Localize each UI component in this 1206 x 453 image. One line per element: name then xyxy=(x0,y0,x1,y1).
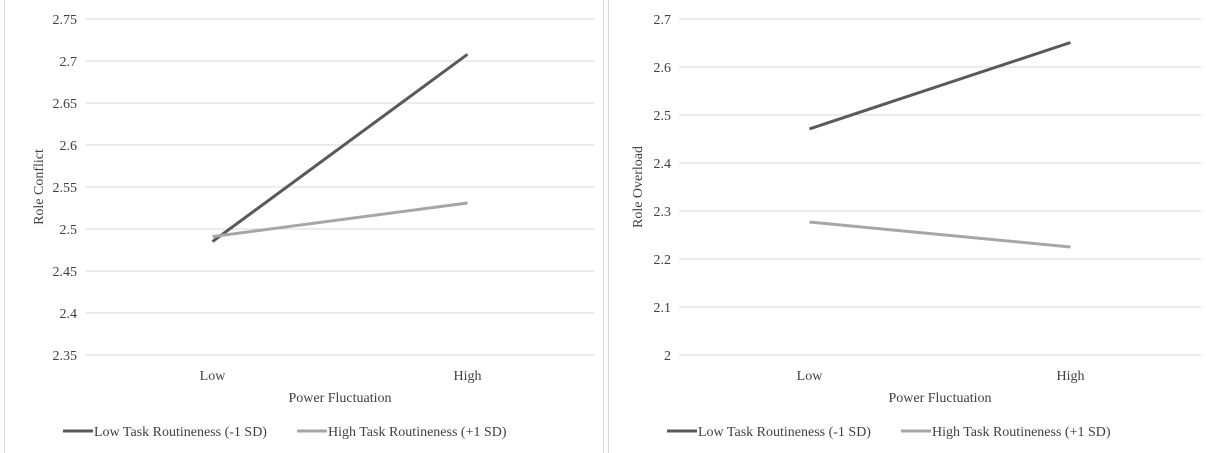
legend-label: Low Task Routineness (-1 SD) xyxy=(94,425,267,440)
series-line xyxy=(809,41,1071,131)
y-tick-label: 2.3 xyxy=(654,205,672,220)
x-tick-label: Low xyxy=(797,369,824,384)
legend-label: Low Task Routineness (-1 SD) xyxy=(698,425,871,440)
y-tick-label: 2.6 xyxy=(60,139,78,154)
y-tick-label: 2.5 xyxy=(654,109,672,124)
y-tick-label: 2.7 xyxy=(60,55,78,70)
series-line xyxy=(809,220,1071,249)
y-axis-title: Role Conflict xyxy=(32,149,47,225)
y-tick-label: 2.45 xyxy=(53,265,78,280)
series-line xyxy=(212,201,468,239)
chart-role-overload: 2 2.1 2.2 2.3 2.4 2.5 2.6 2.7 Low High Power Fluct… xyxy=(608,0,1206,453)
role-conflict-chart-svg: 2.35 2.4 2.45 2.5 2.55 2.6 2.65 2.7 2.75 Low High P… xyxy=(32,13,595,440)
y-tick-label: 2.4 xyxy=(60,307,78,322)
y-tick-label: 2.35 xyxy=(53,349,78,364)
x-tick-label: Low xyxy=(200,369,227,384)
series-line xyxy=(211,53,469,243)
y-tick-label: 2.6 xyxy=(654,61,672,76)
y-tick-label: 2.55 xyxy=(53,181,78,196)
y-tick-label: 2.75 xyxy=(53,13,78,28)
role-overload-chart-svg: 2 2.1 2.2 2.3 2.4 2.5 2.6 2.7 Low High Power Fluct… xyxy=(631,13,1201,440)
x-tick-label: High xyxy=(454,369,482,384)
legend-label: High Task Routineness (+1 SD) xyxy=(328,425,507,440)
chart-role-conflict: 2.35 2.4 2.45 2.5 2.55 2.6 2.65 2.7 2.75 Low High P… xyxy=(4,0,604,453)
y-tick-label: 2.2 xyxy=(654,253,672,268)
y-tick-label: 2.1 xyxy=(654,301,672,316)
x-tick-label: High xyxy=(1057,369,1085,384)
x-axis-title: Power Fluctuation xyxy=(288,391,391,406)
x-axis-title: Power Fluctuation xyxy=(888,391,991,406)
y-axis-title: Role Overload xyxy=(631,146,646,228)
legend-label: High Task Routineness (+1 SD) xyxy=(932,425,1111,440)
y-tick-label: 2.4 xyxy=(654,157,672,172)
y-tick-label: 2.7 xyxy=(654,13,672,28)
y-tick-label: 2 xyxy=(664,349,671,364)
y-tick-label: 2.5 xyxy=(60,223,78,238)
y-tick-label: 2.65 xyxy=(53,97,78,112)
